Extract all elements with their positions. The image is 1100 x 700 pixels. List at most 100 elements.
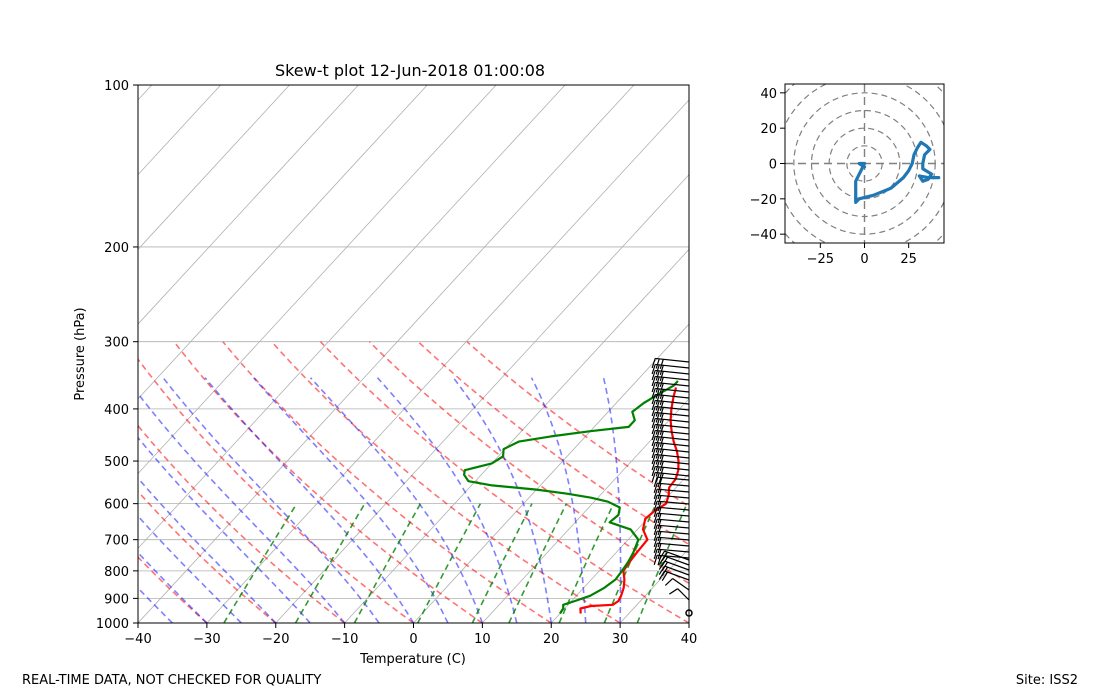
wind-barb-flag xyxy=(658,570,666,580)
y-tick-label: 1000 xyxy=(96,617,129,632)
hodograph-y-tick-label: 20 xyxy=(760,122,777,137)
site-label: Site: ISS2 xyxy=(1015,673,1078,688)
wind-barb xyxy=(657,548,690,553)
mixing-ratio-line xyxy=(294,503,366,623)
wind-barb-flag xyxy=(659,395,664,406)
wind-barb xyxy=(655,375,690,381)
wind-barb xyxy=(657,494,690,499)
quality-disclaimer: REAL-TIME DATA, NOT CHECKED FOR QUALITY xyxy=(22,673,322,688)
wind-barb-flag xyxy=(661,571,669,581)
x-tick-label: −30 xyxy=(193,632,220,647)
wind-barb-flag xyxy=(653,513,658,523)
isotherm-line xyxy=(138,85,497,475)
wind-barb-flag xyxy=(651,472,656,483)
wind-barb xyxy=(664,565,690,576)
wind-barb-flag xyxy=(657,495,662,506)
dry-adiabat xyxy=(138,555,208,623)
wind-barb-flag xyxy=(651,358,656,369)
x-tick-label: −40 xyxy=(124,632,151,647)
wind-barb-flag xyxy=(655,466,660,477)
wind-barb-flag xyxy=(659,437,664,448)
moist-adiabat xyxy=(452,377,553,623)
wind-barb-flag xyxy=(655,382,660,393)
dry-adiabat xyxy=(138,621,139,623)
wind-barb-flag xyxy=(651,376,656,387)
hodograph-trace xyxy=(854,140,941,204)
isotherm-line xyxy=(0,85,14,623)
moist-adiabat xyxy=(138,392,346,623)
mixing-ratio-line xyxy=(353,503,422,623)
wind-barb-flag xyxy=(653,555,658,565)
mixing-ratio-line xyxy=(558,503,615,623)
plot-frame xyxy=(137,84,690,624)
wind-barb xyxy=(655,393,690,399)
wind-barb xyxy=(664,560,690,571)
wind-barb-flag xyxy=(651,442,656,453)
hodograph-x-tick-label: 25 xyxy=(900,252,917,267)
isotherm-line xyxy=(688,622,689,623)
skewed-isotherms xyxy=(0,85,689,623)
y-tick-label: 200 xyxy=(104,241,129,256)
hodograph: −25 0 25 −40 −20 0 20 40 xyxy=(750,83,945,267)
wind-barb-flag xyxy=(651,454,656,465)
wind-barb-flag xyxy=(657,483,662,494)
hodograph-y-tick-label: 0 xyxy=(769,158,777,173)
wind-barb-flag xyxy=(651,406,656,417)
y-axis-label: Pressure (hPa) xyxy=(73,307,88,400)
wind-barb-flag xyxy=(658,565,666,575)
wind-barb-flag xyxy=(659,443,664,454)
wind-barbs xyxy=(651,357,693,617)
wind-barb-flag xyxy=(655,400,660,411)
wind-barb xyxy=(655,369,690,375)
dry-adiabat xyxy=(138,424,346,623)
hodograph-line xyxy=(854,140,941,204)
wind-barb xyxy=(657,524,690,529)
wind-barb-flag xyxy=(653,519,658,529)
dry-adiabat xyxy=(138,357,414,623)
isotherm-line xyxy=(550,472,689,623)
y-tick-label: 700 xyxy=(104,534,129,549)
mixing-ratio-lines xyxy=(223,503,688,623)
temperature-axis: −40 −30 −20 −10 0 10 20 30 40 xyxy=(124,623,697,647)
x-tick-label: 30 xyxy=(612,632,629,647)
wind-barb xyxy=(655,357,690,363)
moist-adiabat xyxy=(138,515,242,623)
wind-barb-flag xyxy=(655,376,660,387)
x-tick-label: 20 xyxy=(543,632,560,647)
wind-barb xyxy=(657,530,690,535)
dry-adiabats xyxy=(138,341,689,623)
x-tick-label: 10 xyxy=(474,632,491,647)
wind-barb-flag xyxy=(655,424,660,435)
mixing-ratio-line xyxy=(508,503,568,623)
wind-barb-flag xyxy=(658,560,666,570)
wind-barb-flag xyxy=(659,419,664,430)
wind-barb xyxy=(655,435,690,441)
wind-barb-flag xyxy=(653,483,658,493)
hodograph-y-tick-label: −20 xyxy=(750,193,777,208)
x-tick-label: −10 xyxy=(331,632,358,647)
wind-barb xyxy=(655,405,690,411)
wind-barb xyxy=(664,550,690,561)
dewpoint-profile-line xyxy=(463,380,679,615)
wind-barb-flag xyxy=(653,525,658,535)
wind-barb-flag xyxy=(655,454,660,465)
mixing-ratio-line xyxy=(471,503,533,623)
wind-barb xyxy=(655,459,690,465)
moist-adiabat xyxy=(162,377,380,623)
wind-barb-flag xyxy=(651,430,656,441)
moist-adiabats xyxy=(138,377,622,623)
wind-barb-flag xyxy=(653,543,658,553)
wind-barb-flag xyxy=(651,424,656,435)
x-tick-label: −20 xyxy=(262,632,289,647)
wind-barb-flag xyxy=(655,394,660,405)
pressure-axis: 100 200 300 400 500 600 700 800 900 1000 xyxy=(96,79,138,632)
wind-barb-flag xyxy=(653,477,658,487)
dry-adiabat xyxy=(466,341,689,508)
wind-barb-flag xyxy=(653,531,658,541)
wind-barb-flag xyxy=(659,359,664,370)
wind-barb-flag xyxy=(659,401,664,412)
wind-barb xyxy=(655,471,690,477)
y-tick-label: 800 xyxy=(104,565,129,580)
isotherm-line xyxy=(275,174,689,623)
wind-barb xyxy=(664,555,690,566)
